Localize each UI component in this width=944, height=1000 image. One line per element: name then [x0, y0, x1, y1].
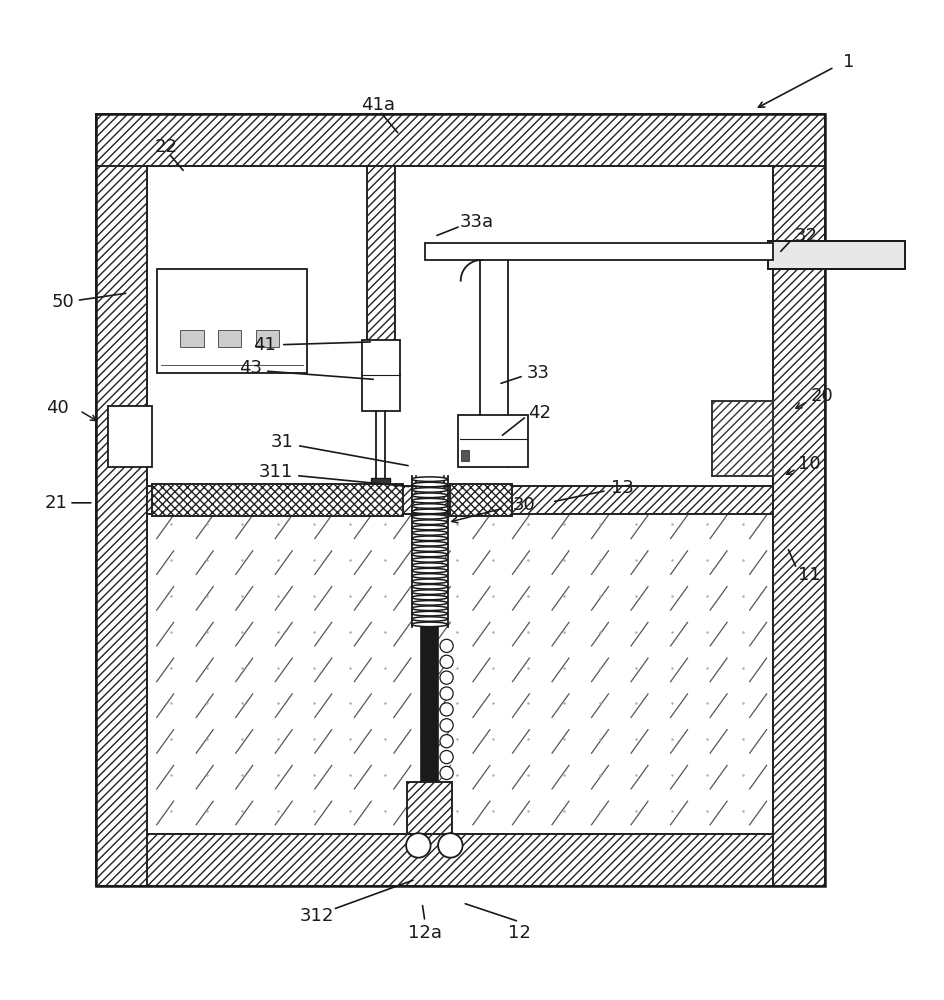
- Ellipse shape: [412, 509, 447, 514]
- Bar: [147, 514, 773, 834]
- Bar: [421, 627, 438, 796]
- Bar: [152, 484, 403, 516]
- Ellipse shape: [412, 558, 447, 562]
- Text: 12a: 12a: [408, 924, 442, 942]
- Text: 22: 22: [155, 138, 177, 156]
- Circle shape: [440, 766, 453, 780]
- Ellipse shape: [412, 493, 447, 498]
- Bar: [462, 450, 469, 461]
- Bar: [147, 486, 773, 514]
- Bar: [458, 415, 529, 467]
- Text: 40: 40: [46, 399, 69, 417]
- Bar: [95, 114, 147, 886]
- Text: 41a: 41a: [361, 96, 395, 114]
- Bar: [407, 782, 452, 834]
- Bar: [256, 330, 279, 347]
- Circle shape: [406, 833, 430, 858]
- Bar: [218, 330, 242, 347]
- Text: 1: 1: [843, 53, 854, 71]
- Ellipse shape: [412, 611, 447, 616]
- Bar: [773, 114, 825, 886]
- Ellipse shape: [412, 579, 447, 584]
- Text: 13: 13: [611, 479, 634, 497]
- Bar: [180, 330, 204, 347]
- Bar: [108, 406, 152, 467]
- Bar: [157, 269, 308, 373]
- Text: 30: 30: [513, 496, 535, 514]
- Text: 311: 311: [259, 463, 294, 481]
- Ellipse shape: [412, 606, 447, 611]
- Text: 12: 12: [508, 924, 531, 942]
- Bar: [712, 401, 773, 476]
- Text: 43: 43: [240, 359, 262, 377]
- Ellipse shape: [412, 568, 447, 573]
- Ellipse shape: [412, 536, 447, 541]
- Circle shape: [438, 833, 463, 858]
- Circle shape: [440, 671, 453, 684]
- Ellipse shape: [412, 488, 447, 492]
- Text: 50: 50: [51, 293, 74, 311]
- Circle shape: [440, 687, 453, 700]
- Text: 32: 32: [795, 227, 818, 245]
- Bar: [768, 241, 905, 269]
- Ellipse shape: [412, 477, 447, 481]
- Ellipse shape: [412, 617, 447, 621]
- Text: 312: 312: [299, 907, 334, 925]
- Ellipse shape: [412, 498, 447, 503]
- Text: 41: 41: [254, 336, 277, 354]
- Bar: [147, 166, 773, 486]
- Ellipse shape: [412, 520, 447, 524]
- Bar: [362, 340, 399, 411]
- Ellipse shape: [412, 504, 447, 508]
- Circle shape: [440, 655, 453, 668]
- Ellipse shape: [412, 552, 447, 557]
- Bar: [450, 484, 512, 516]
- Ellipse shape: [412, 525, 447, 530]
- Ellipse shape: [412, 590, 447, 594]
- Text: 21: 21: [44, 494, 67, 512]
- Ellipse shape: [412, 574, 447, 578]
- Bar: [147, 166, 773, 834]
- Text: 33: 33: [527, 364, 549, 382]
- Ellipse shape: [412, 547, 447, 551]
- Text: 31: 31: [270, 433, 294, 451]
- Bar: [95, 114, 825, 886]
- Circle shape: [440, 639, 453, 652]
- Circle shape: [440, 703, 453, 716]
- Text: 42: 42: [529, 404, 551, 422]
- Text: 11: 11: [798, 566, 820, 584]
- Ellipse shape: [412, 482, 447, 487]
- Circle shape: [440, 719, 453, 732]
- Bar: [425, 243, 773, 260]
- Bar: [95, 834, 825, 886]
- Circle shape: [440, 735, 453, 748]
- Bar: [366, 166, 395, 349]
- Text: 20: 20: [811, 387, 834, 405]
- Ellipse shape: [412, 622, 447, 627]
- Ellipse shape: [412, 584, 447, 589]
- Text: 10: 10: [798, 455, 820, 473]
- Ellipse shape: [412, 515, 447, 519]
- Circle shape: [440, 750, 453, 764]
- Text: 33a: 33a: [460, 213, 494, 231]
- Ellipse shape: [412, 563, 447, 567]
- Bar: [95, 114, 825, 166]
- Ellipse shape: [412, 541, 447, 546]
- Ellipse shape: [412, 595, 447, 600]
- Ellipse shape: [412, 531, 447, 535]
- Ellipse shape: [412, 601, 447, 605]
- Bar: [371, 478, 390, 493]
